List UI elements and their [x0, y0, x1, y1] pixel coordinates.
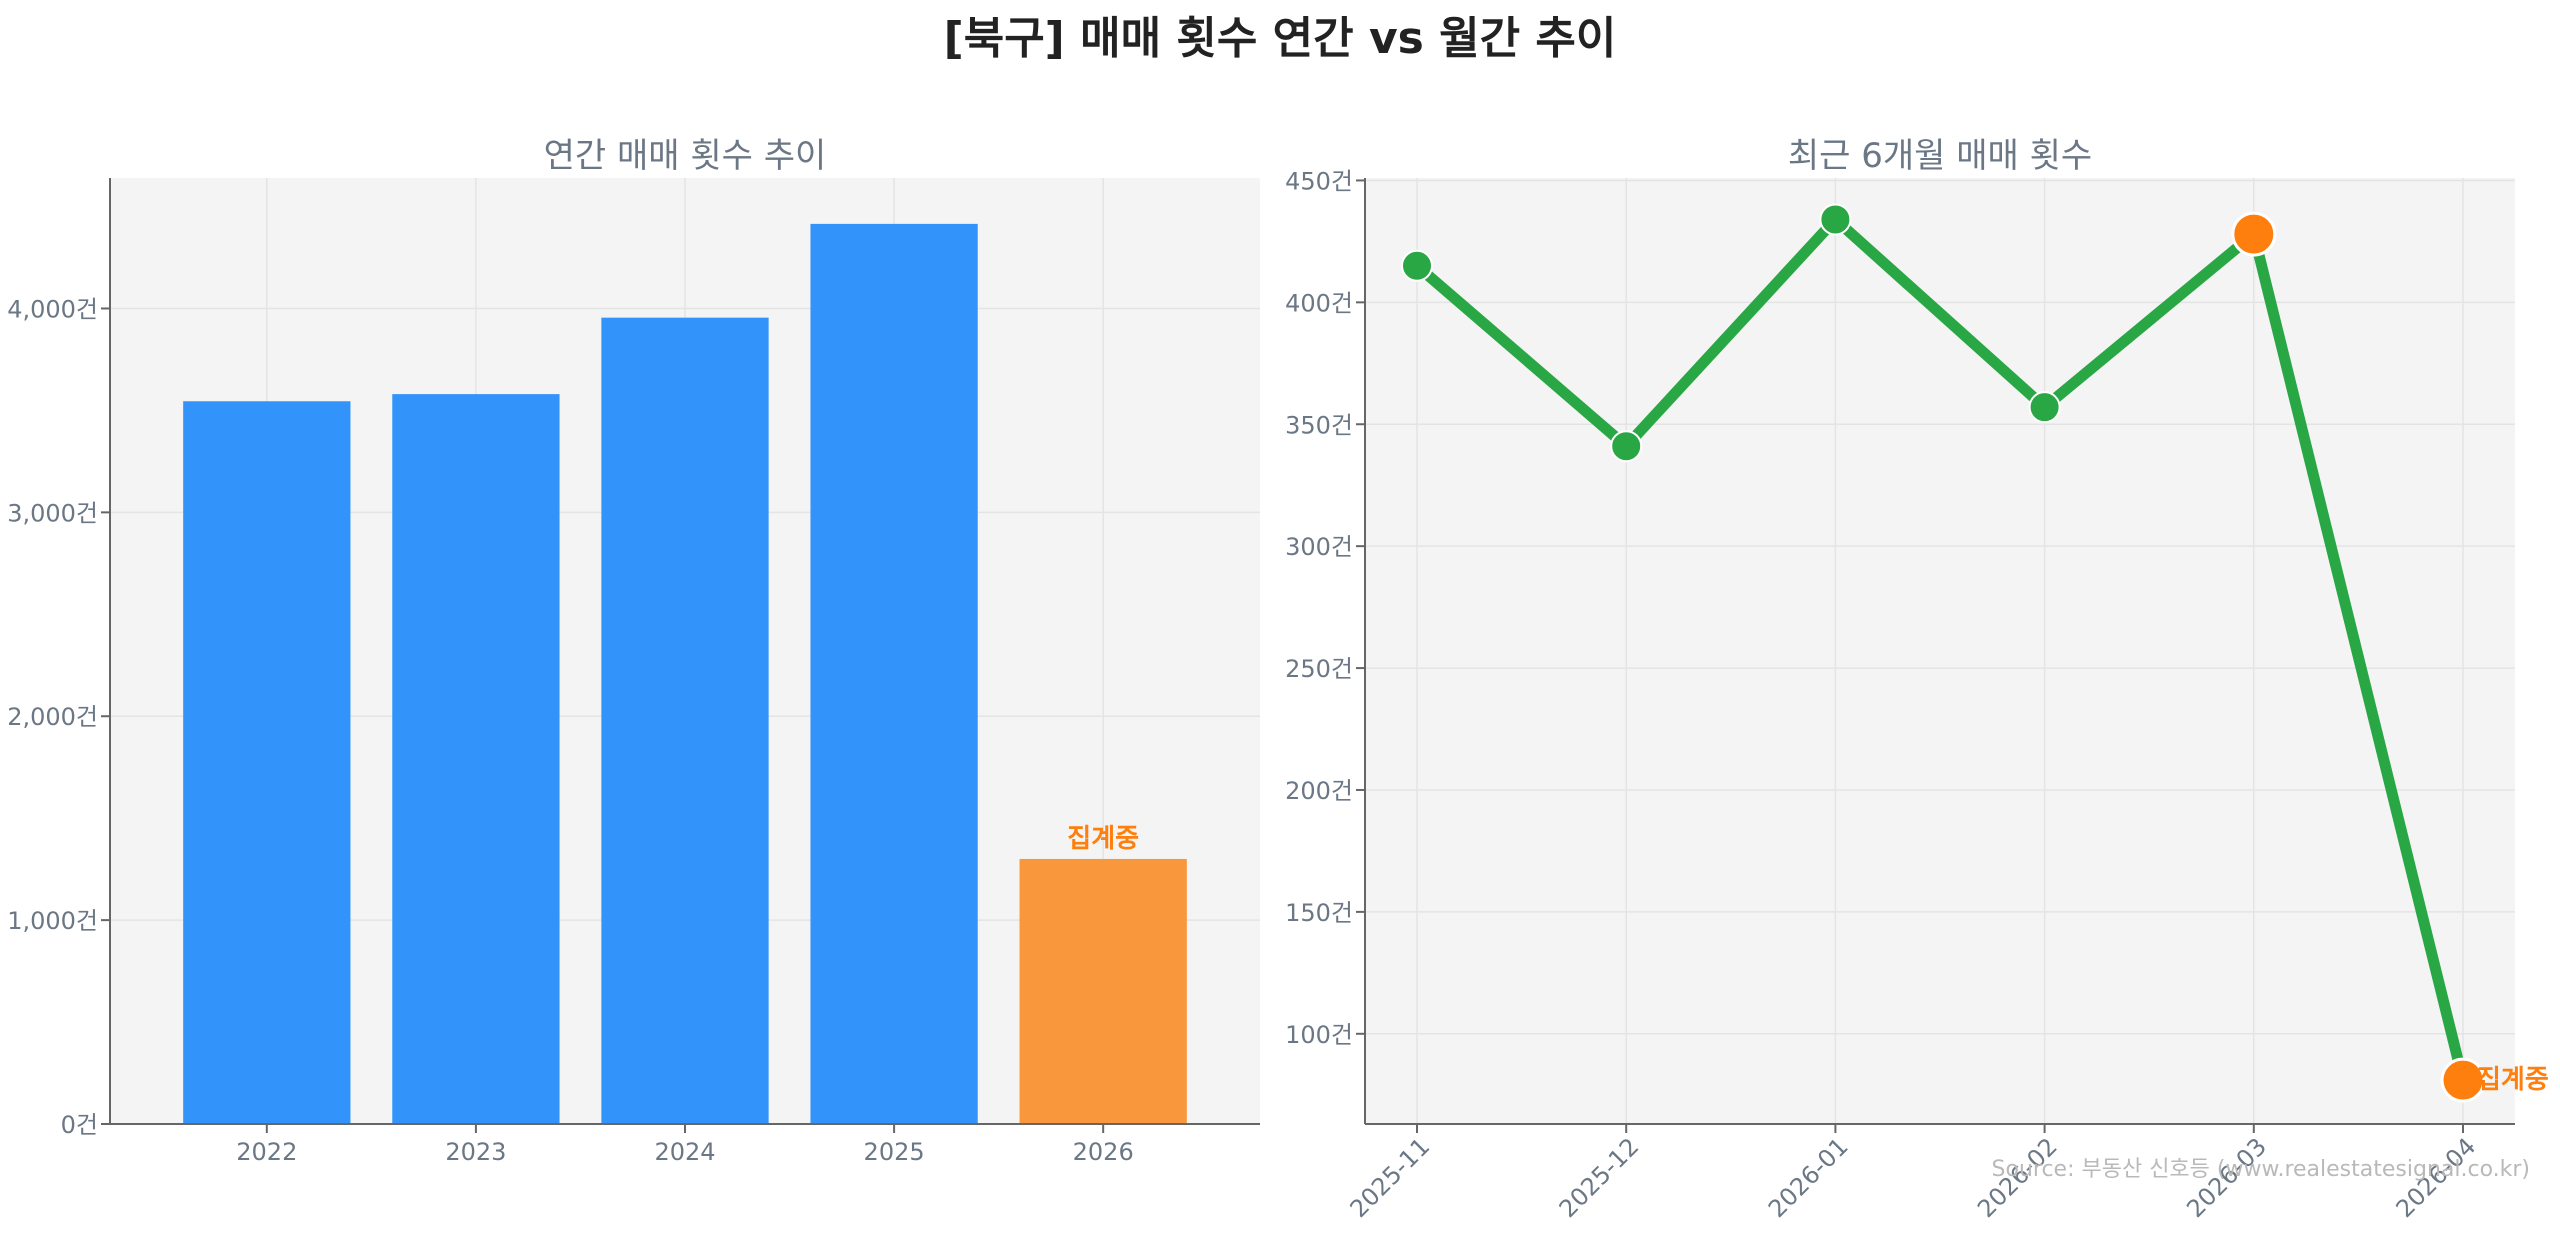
- monthly-series-points: 집계중: [1401, 203, 2549, 1103]
- annual-y-tick-label: 3,000건: [7, 499, 98, 527]
- annual-x-tick-label: 2022: [236, 1138, 297, 1166]
- annual-x-tick-label: 2024: [654, 1138, 715, 1166]
- monthly-y-tick-label: 250건: [1285, 655, 1353, 683]
- annual-chart-x-ticks: 2022 2023 2024 2025 2026: [236, 1124, 1134, 1166]
- bar-2024: [601, 317, 769, 1124]
- monthly-y-tick-label: 400건: [1285, 289, 1353, 317]
- source-credit: Source: 부동산 신호등 (www.realestatesignal.co…: [1992, 1157, 2530, 1182]
- monthly-y-tick-label: 300건: [1285, 533, 1353, 561]
- point-2025-11: [1401, 249, 1433, 282]
- monthly-y-tick-label: 150건: [1285, 899, 1353, 927]
- annual-x-tick-label: 2026: [1073, 1138, 1134, 1166]
- monthly-series-line: [1411, 213, 2469, 1086]
- monthly-y-tick-label: 450건: [1285, 167, 1353, 195]
- annual-y-tick-label: 2,000건: [7, 703, 98, 731]
- point-2026-01: [1819, 203, 1852, 236]
- point-2026-02: [2028, 391, 2061, 424]
- bar-2023: [392, 394, 560, 1124]
- annual-y-tick-label: 0건: [61, 1111, 98, 1139]
- monthly-chart-y-ticks: 100건 150건 200건 250건 300건 350건 400건 450건: [1285, 167, 1365, 1049]
- bar-2026: [1019, 858, 1187, 1124]
- annual-y-tick-label: 1,000건: [7, 907, 98, 935]
- main-title: [북구] 매매 횟수 연간 vs 월간 추이: [943, 13, 1617, 64]
- annual-x-tick-label: 2025: [864, 1138, 925, 1166]
- monthly-chart-background: [1365, 178, 2515, 1124]
- monthly-y-tick-label: 100건: [1285, 1021, 1353, 1049]
- bar-2022: [183, 401, 351, 1125]
- monthly-chart-title: 최근 6개월 매매 횟수: [1788, 136, 2092, 176]
- point-2026-03: [2231, 211, 2277, 257]
- point-2026-04: [2440, 1057, 2486, 1103]
- point-2025-12: [1610, 430, 1643, 463]
- monthly-x-tick-label: 2026-01: [1763, 1132, 1854, 1223]
- annual-y-tick-label: 4,000건: [7, 295, 98, 323]
- annual-in-progress-label: 집계중: [1067, 824, 1139, 854]
- monthly-chart-panel: 집계중 100건 150건 200건 250건 300건 350건 400건 450건 202…: [1285, 136, 2549, 1223]
- monthly-x-tick-label: 2025-12: [1554, 1132, 1645, 1223]
- annual-chart-title: 연간 매매 횟수 추이: [544, 136, 827, 176]
- monthly-chart-grid: [1365, 178, 2515, 1124]
- annual-chart-bars: 집계중: [183, 223, 1187, 1125]
- bar-2025: [810, 223, 978, 1124]
- monthly-in-progress-label: 집계중: [2477, 1065, 2549, 1095]
- monthly-y-tick-label: 350건: [1285, 411, 1353, 439]
- annual-chart-y-ticks: 0건 1,000건 2,000건 3,000건 4,000건: [7, 295, 110, 1139]
- annual-x-tick-label: 2023: [445, 1138, 506, 1166]
- monthly-x-tick-label: 2025-11: [1345, 1132, 1436, 1223]
- monthly-y-tick-label: 200건: [1285, 777, 1353, 805]
